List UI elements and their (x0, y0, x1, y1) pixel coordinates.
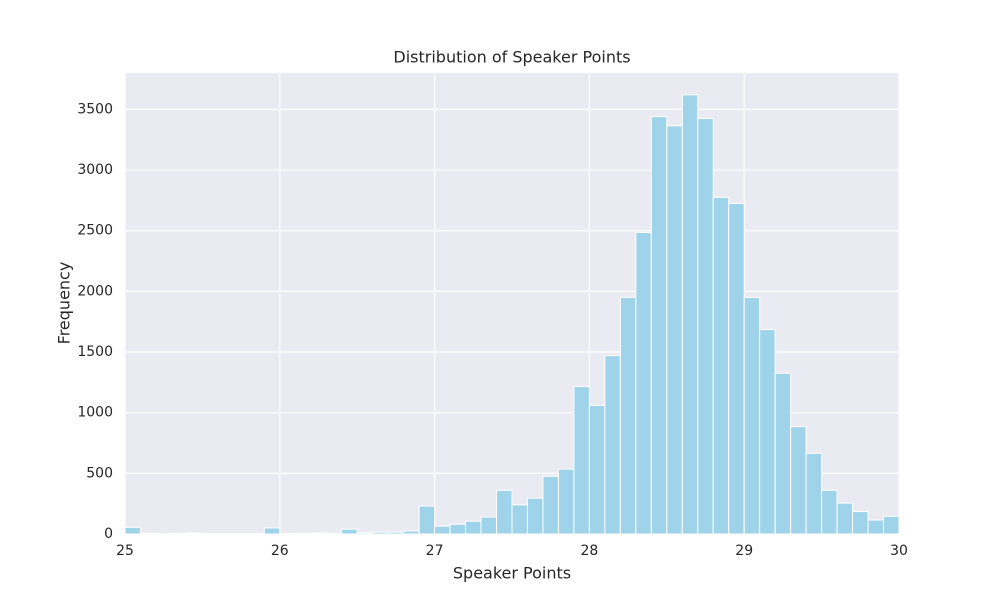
x-axis-label: Speaker Points (453, 564, 571, 583)
bar (853, 512, 868, 534)
y-tick-label: 500 (86, 465, 113, 481)
bar (373, 532, 388, 534)
x-tick-label: 29 (735, 543, 753, 559)
bar (822, 490, 837, 534)
y-tick-label: 1000 (77, 405, 113, 421)
y-tick-label: 2500 (77, 223, 113, 239)
bar (187, 533, 202, 534)
bar (527, 498, 542, 534)
x-tick-label: 27 (426, 543, 444, 559)
y-tick-label: 3000 (77, 162, 113, 178)
bar (636, 233, 651, 534)
bar (837, 503, 852, 534)
bar (388, 532, 403, 534)
bar (512, 505, 527, 534)
bar (729, 203, 744, 534)
y-tick-label: 1500 (77, 344, 113, 360)
bar (435, 526, 450, 534)
bar (481, 517, 496, 534)
x-tick-label: 30 (890, 543, 908, 559)
bar (543, 476, 558, 534)
bar (760, 330, 775, 534)
bar (806, 453, 821, 534)
bar (682, 95, 697, 534)
bar (404, 531, 419, 534)
bar (775, 373, 790, 534)
bar (264, 528, 279, 534)
bar (280, 533, 295, 534)
bar (171, 533, 186, 534)
chart-title: Distribution of Speaker Points (393, 48, 630, 67)
bar (651, 117, 666, 534)
bar (713, 197, 728, 534)
bar (558, 469, 573, 534)
bar (744, 297, 759, 534)
bar (791, 427, 806, 534)
bar (419, 506, 434, 534)
bar (698, 118, 713, 534)
bar (605, 356, 620, 534)
bar (574, 387, 589, 534)
bar (326, 533, 341, 534)
bar (450, 524, 465, 534)
y-tick-label: 3500 (77, 101, 113, 117)
y-tick-label: 2000 (77, 283, 113, 299)
bar (357, 533, 372, 534)
bar (342, 529, 357, 534)
x-tick-label: 28 (580, 543, 598, 559)
bar (140, 533, 155, 534)
bar (868, 520, 883, 534)
bar (466, 521, 481, 534)
bar (497, 490, 512, 534)
x-tick-label: 26 (271, 543, 289, 559)
bar (620, 297, 635, 534)
bar (589, 405, 604, 534)
bar (311, 533, 326, 534)
bar (884, 516, 899, 534)
y-tick-label: 0 (104, 526, 113, 542)
bar (295, 533, 310, 534)
bar (125, 527, 140, 534)
y-axis-label: Frequency (55, 262, 74, 345)
x-tick-label: 25 (116, 543, 134, 559)
bar (667, 126, 682, 534)
